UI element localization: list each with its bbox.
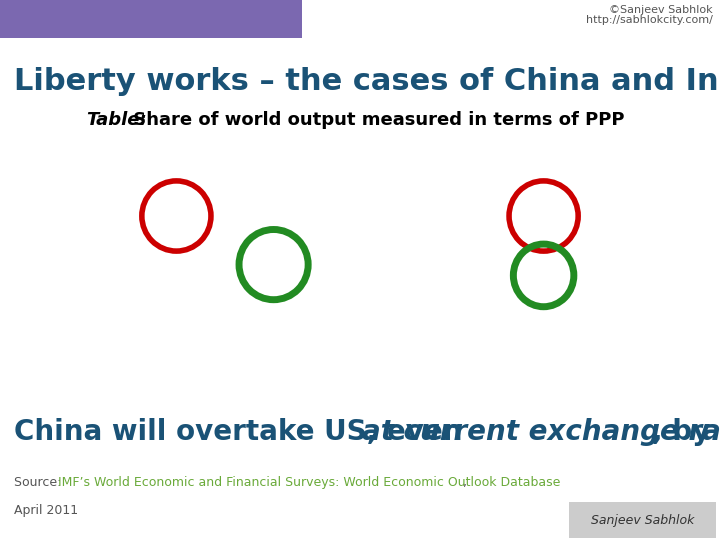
Text: Table:: Table: [86, 111, 147, 129]
Text: Source:: Source: [14, 476, 66, 489]
Text: China will overtake US, even: China will overtake US, even [14, 418, 472, 447]
Text: ©Sanjeev Sabhlok: ©Sanjeev Sabhlok [609, 5, 713, 16]
Text: at current exchange rates: at current exchange rates [362, 418, 720, 447]
Text: Liberty works – the cases of China and India: Liberty works – the cases of China and I… [14, 68, 720, 97]
FancyBboxPatch shape [569, 502, 716, 538]
Text: Share of world output measured in terms of PPP: Share of world output measured in terms … [127, 111, 625, 129]
Text: http://sabhlokcity.com/: http://sabhlokcity.com/ [586, 15, 713, 25]
Text: April 2011: April 2011 [14, 504, 78, 517]
Text: IMF’s World Economic and Financial Surveys: World Economic Outlook Database: IMF’s World Economic and Financial Surve… [58, 476, 560, 489]
Text: , by 2020: , by 2020 [652, 418, 720, 447]
FancyBboxPatch shape [0, 0, 302, 38]
Text: Sanjeev Sabhlok: Sanjeev Sabhlok [591, 514, 695, 526]
Text: ,: , [462, 476, 467, 489]
